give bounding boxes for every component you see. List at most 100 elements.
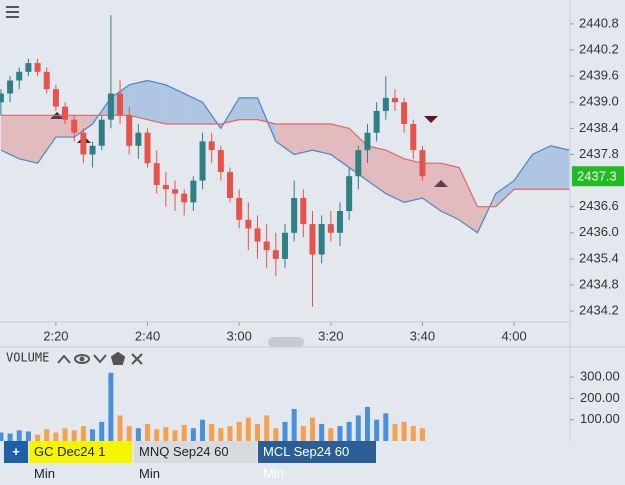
volume-bar bbox=[172, 430, 178, 441]
volume-bar bbox=[99, 421, 105, 441]
volume-bar bbox=[181, 425, 187, 441]
volume-bar bbox=[328, 428, 334, 441]
last-price-box bbox=[572, 166, 624, 187]
volume-bar bbox=[218, 428, 224, 441]
candle-body bbox=[410, 124, 417, 151]
cloud-fill bbox=[74, 115, 93, 138]
candle-body bbox=[0, 93, 4, 103]
cloud-fill bbox=[367, 145, 386, 194]
cloud-span-a bbox=[0, 79, 570, 234]
cloud-fill bbox=[495, 180, 515, 207]
candle-body bbox=[71, 119, 78, 133]
tab[interactable]: MNQ Sep24 60 Min bbox=[134, 441, 257, 481]
y-tick-label: 2440.2 bbox=[579, 41, 619, 56]
cloud-fill bbox=[440, 163, 460, 220]
candle-body bbox=[309, 224, 316, 255]
candle-body bbox=[364, 132, 371, 151]
scroll-handle[interactable] bbox=[268, 337, 304, 347]
cloud-fill bbox=[19, 115, 38, 164]
y-tick-label: 2437.8 bbox=[579, 146, 619, 161]
volume-bar bbox=[200, 419, 206, 441]
candle-body bbox=[43, 71, 50, 90]
candle-body bbox=[318, 224, 325, 255]
cloud-fill bbox=[0, 115, 20, 159]
candle-body bbox=[272, 250, 279, 259]
volume-bar bbox=[209, 423, 215, 441]
volume-bar bbox=[163, 427, 169, 441]
cloud-fill bbox=[184, 93, 203, 125]
volume-bar bbox=[135, 428, 141, 441]
volume-bar bbox=[236, 421, 242, 441]
candle-body bbox=[382, 97, 389, 111]
candle-body bbox=[135, 132, 142, 146]
cloud-fill bbox=[514, 154, 533, 190]
tab[interactable]: GC Dec24 1 Min bbox=[29, 441, 132, 481]
volume-bar bbox=[154, 429, 160, 441]
candle-body bbox=[172, 189, 179, 194]
volume-bar bbox=[7, 433, 13, 441]
y-tick-label: 2436.0 bbox=[579, 224, 619, 239]
cloud-fill bbox=[294, 124, 313, 155]
candle-body bbox=[199, 141, 206, 181]
volume-bar bbox=[346, 421, 352, 441]
x-tick-label: 3:00 bbox=[227, 328, 252, 343]
volume-bar bbox=[108, 372, 114, 441]
volume-bar bbox=[53, 432, 59, 441]
volume-bar bbox=[337, 426, 343, 441]
volume-bar bbox=[25, 431, 31, 441]
volume-bar bbox=[145, 423, 151, 441]
volume-bar bbox=[374, 419, 380, 441]
candle-body bbox=[89, 145, 96, 155]
cloud-fill bbox=[330, 124, 350, 168]
candle-body bbox=[126, 115, 133, 146]
volume-bar bbox=[383, 413, 389, 441]
volume-tick-label: 100.00 bbox=[580, 411, 620, 426]
y-tick-label: 2434.2 bbox=[579, 303, 619, 318]
tab[interactable]: MCL Sep24 60 Min bbox=[258, 441, 376, 481]
cloud-fill bbox=[404, 158, 423, 203]
x-tick-label: 3:20 bbox=[318, 328, 343, 343]
x-tick-label: 2:40 bbox=[135, 328, 160, 343]
y-tick-label: 2438.4 bbox=[579, 120, 619, 135]
candle-body bbox=[34, 63, 41, 72]
volume-bar bbox=[309, 417, 315, 441]
y-tick-label: 2435.4 bbox=[579, 250, 619, 265]
add-tab[interactable]: + bbox=[4, 441, 28, 463]
volume-bar bbox=[0, 432, 4, 441]
candle-body bbox=[373, 110, 380, 133]
candle-body bbox=[263, 241, 270, 251]
candle-body bbox=[419, 150, 426, 177]
candle-body bbox=[190, 180, 197, 203]
menu-icon[interactable] bbox=[6, 6, 19, 18]
volume-bar bbox=[16, 430, 22, 441]
volume-bar bbox=[245, 417, 251, 441]
candle-body bbox=[181, 193, 188, 203]
volume-bar bbox=[264, 415, 270, 441]
volume-title: VOLUME bbox=[6, 351, 49, 365]
volume-bar bbox=[190, 428, 196, 441]
volume-tick-label: 200.00 bbox=[580, 390, 620, 405]
volume-bar bbox=[71, 430, 77, 441]
cloud-fill bbox=[312, 124, 331, 155]
cloud-fill bbox=[55, 115, 75, 138]
candle-body bbox=[25, 63, 32, 72]
cloud-layer bbox=[0, 79, 570, 234]
volume-bar bbox=[419, 428, 425, 441]
cloud-fill bbox=[37, 115, 56, 164]
candle-body bbox=[144, 132, 151, 164]
cloud-span-b bbox=[0, 114, 570, 208]
cloud-fill bbox=[422, 163, 441, 212]
x-tick-label: 3:40 bbox=[410, 328, 435, 343]
cloud-fill bbox=[239, 97, 258, 120]
cloud-fill bbox=[129, 80, 148, 120]
volume-bar bbox=[319, 423, 325, 441]
candle-body bbox=[254, 228, 261, 242]
candle-body bbox=[346, 176, 353, 212]
volume-tools[interactable] bbox=[57, 351, 143, 365]
candle-body bbox=[208, 141, 215, 151]
candle-body bbox=[153, 163, 160, 185]
y-tick-label: 2439.6 bbox=[579, 68, 619, 83]
y-tick-label: 2436.6 bbox=[579, 198, 619, 213]
volume-bar bbox=[392, 423, 398, 441]
y-tick-label: 2439.0 bbox=[579, 94, 619, 109]
